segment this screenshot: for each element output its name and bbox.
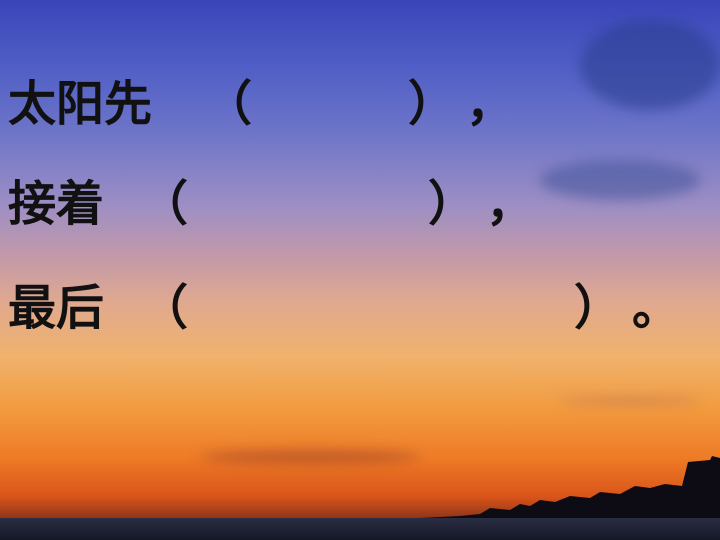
line-3-open-paren: （ [140, 280, 189, 336]
city-skyline [420, 456, 720, 526]
line-2-punctuation: ， [486, 176, 535, 232]
line-3-close-paren: ） [574, 280, 623, 336]
line-2-close-paren: ） [428, 176, 477, 232]
line-1-close-paren: ） [408, 76, 457, 132]
line-2-label: 接着 [8, 176, 105, 232]
line-1-punctuation: ， [466, 76, 515, 132]
line-1-open-paren: （ [204, 76, 253, 132]
cloud [200, 450, 420, 464]
cloud [540, 160, 700, 200]
line-3-label: 最后 [8, 280, 105, 336]
line-1-label: 太阳先 [8, 76, 153, 132]
line-3-punctuation: 。 [632, 280, 681, 336]
line-2-open-paren: （ [140, 176, 189, 232]
sea [0, 518, 720, 540]
cloud [580, 20, 720, 110]
cloud [560, 398, 700, 404]
